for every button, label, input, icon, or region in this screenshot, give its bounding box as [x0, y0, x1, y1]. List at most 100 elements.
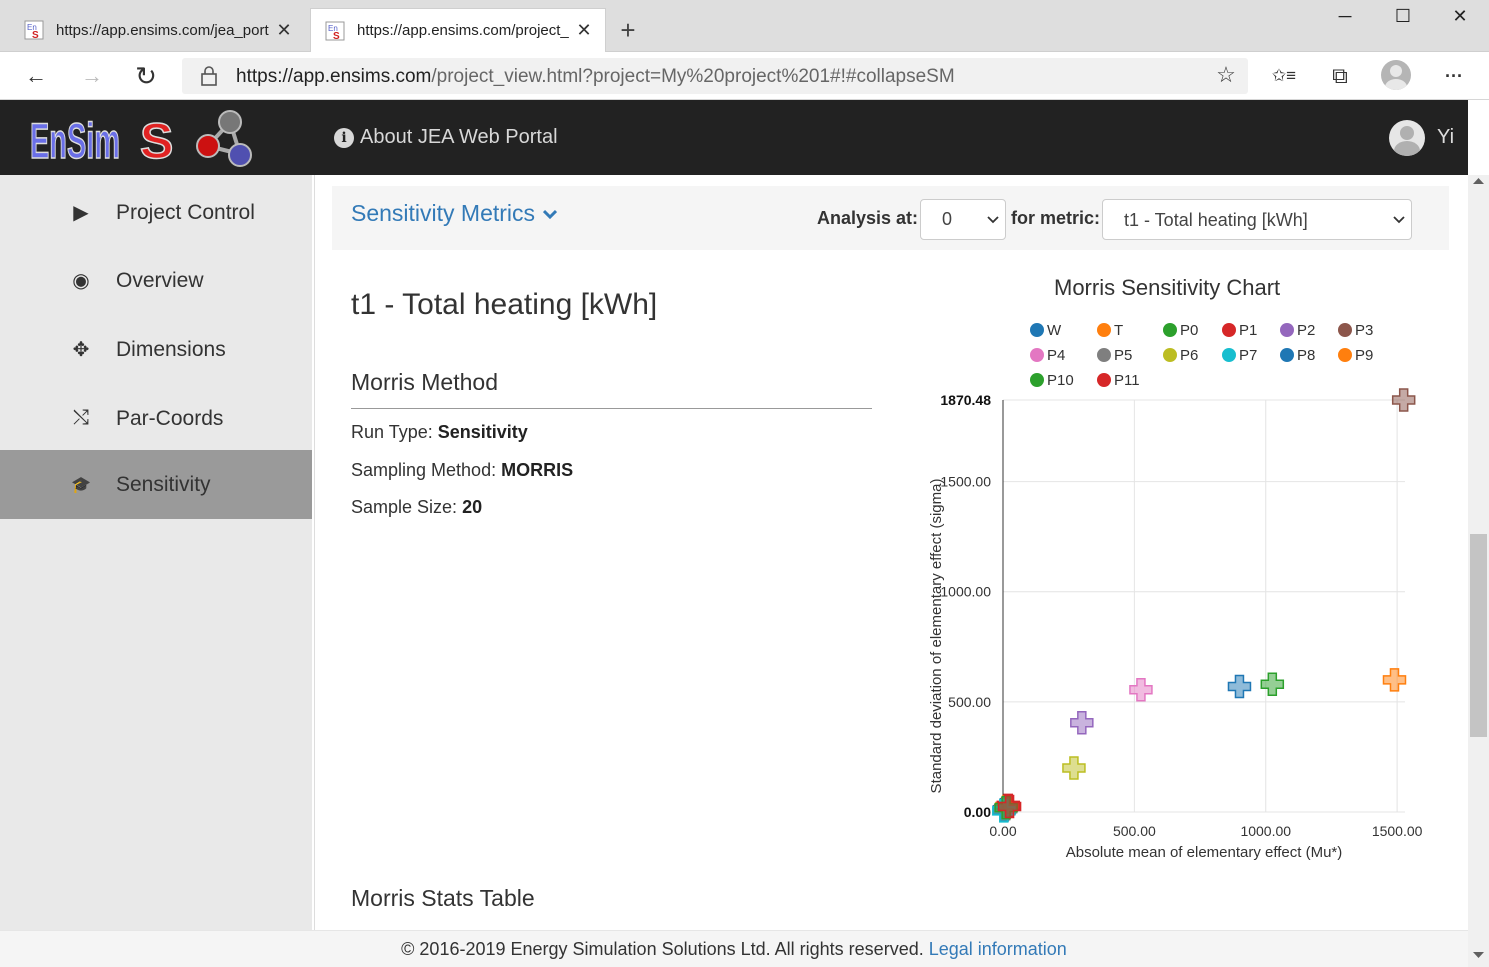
url-text: https://app.ensims.com/project_view.html… — [236, 66, 955, 88]
y-tick-label: 1870.48 — [940, 392, 991, 408]
legend-label: P10 — [1047, 372, 1074, 389]
analysis-at-label: Analysis at: — [817, 208, 919, 228]
address-bar[interactable]: https://app.ensims.com/project_view.html… — [182, 58, 1248, 94]
browser-profile-avatar[interactable] — [1381, 60, 1411, 90]
user-name[interactable]: Yi — [1437, 126, 1455, 148]
sidebar: ▶ Project Control ◉ Overview ✥ Dimension… — [0, 175, 312, 930]
favorite-star-icon[interactable]: ☆ — [1216, 62, 1236, 87]
ensims-logo[interactable]: EnSim S — [28, 106, 258, 172]
new-tab-button[interactable]: + — [620, 15, 636, 45]
svg-text:S: S — [32, 30, 39, 40]
analysis-at-select[interactable]: 0 — [920, 199, 1006, 240]
ensims-favicon-icon: En S — [325, 21, 345, 41]
more-options-icon[interactable]: ··· — [1445, 66, 1463, 86]
minimize-window-button[interactable]: ─ — [1338, 6, 1352, 26]
y-tick-label: 1500.00 — [940, 474, 991, 490]
svg-text:S: S — [140, 113, 173, 169]
data-point — [1260, 672, 1285, 696]
run-type-label: Run Type: — [351, 422, 433, 442]
info-circle-icon: i — [334, 127, 354, 148]
url-host: https://app.ensims.com — [236, 66, 432, 87]
data-point — [1227, 674, 1252, 699]
svg-text:En: En — [27, 23, 37, 32]
metric-select-value: t1 - Total heating [kWh] — [1124, 210, 1308, 230]
scroll-up-arrow-icon[interactable] — [1473, 177, 1484, 185]
sampling-method-value: MORRIS — [501, 460, 574, 480]
legend-label: P1 — [1239, 322, 1257, 339]
legend-swatch — [1030, 323, 1044, 337]
sidebar-item-label: Overview — [116, 268, 204, 292]
scroll-down-arrow-icon[interactable] — [1473, 951, 1484, 959]
close-window-button[interactable]: ✕ — [1452, 6, 1468, 26]
back-arrow-icon[interactable]: ← — [25, 63, 47, 88]
legend-swatch — [1097, 323, 1111, 337]
sidebar-item-label: Project Control — [116, 200, 255, 224]
copyright-text: © 2016-2019 Energy Simulation Solutions … — [401, 939, 924, 959]
ensims-favicon-icon: En S — [24, 20, 44, 40]
morris-stats-table-heading: Morris Stats Table — [351, 885, 535, 911]
sidebar-item-project-control[interactable]: ▶ Project Control — [0, 178, 312, 247]
morris-method-heading: Morris Method — [351, 369, 498, 395]
legend-label: W — [1047, 322, 1062, 339]
about-jea-link[interactable]: i About JEA Web Portal — [334, 126, 558, 149]
y-tick-label: 1000.00 — [940, 584, 991, 600]
browser-tab-project-view[interactable]: En S https://app.ensims.com/project_ ✕ — [310, 8, 606, 52]
data-point — [997, 794, 1022, 819]
forward-arrow-icon[interactable]: → — [81, 63, 103, 88]
eye-icon: ◉ — [72, 270, 90, 292]
page-scrollbar[interactable] — [1468, 175, 1489, 967]
svg-text:En: En — [328, 24, 338, 33]
y-axis-title: Standard deviation of elementary effect … — [928, 479, 945, 794]
metric-select[interactable]: t1 - Total heating [kWh] — [1102, 199, 1412, 240]
data-point — [1382, 668, 1407, 692]
legend-label: P6 — [1180, 347, 1198, 364]
close-tab-icon[interactable]: ✕ — [276, 19, 292, 40]
legend-swatch — [1030, 373, 1044, 387]
data-point — [1391, 388, 1416, 412]
legend-swatch — [1222, 348, 1236, 362]
play-icon: ▶ — [73, 202, 89, 224]
svg-text:S: S — [333, 31, 340, 41]
reload-icon[interactable]: ↻ — [135, 61, 157, 91]
sidebar-item-sensitivity[interactable]: 🎓 Sensitivity — [0, 450, 312, 519]
graduation-cap-icon: 🎓 — [71, 476, 91, 494]
move-icon: ✥ — [72, 339, 90, 361]
legend-swatch — [1097, 373, 1111, 387]
legend-label: P9 — [1355, 347, 1373, 364]
sensitivity-panel-header: Sensitivity Metrics Analysis at: 0 for m… — [332, 186, 1449, 250]
maximize-window-button[interactable]: ☐ — [1394, 6, 1412, 26]
sidebar-item-overview[interactable]: ◉ Overview — [0, 246, 312, 315]
collections-icon[interactable]: ⧉ — [1332, 63, 1348, 88]
browser-tab-jea-portal[interactable]: En S https://app.ensims.com/jea_port ✕ — [10, 8, 305, 52]
legend-swatch — [1097, 348, 1111, 362]
url-path: /project_view.html?project=My%20project%… — [431, 66, 955, 87]
x-axis-title: Absolute mean of elementary effect (Mu*) — [1066, 844, 1343, 861]
legend-swatch — [1280, 323, 1294, 337]
lock-icon — [201, 66, 217, 86]
run-type-value: Sensitivity — [437, 422, 528, 442]
sensitivity-metrics-toggle[interactable]: Sensitivity Metrics — [351, 200, 558, 227]
legend-swatch — [1338, 348, 1352, 362]
data-point — [1062, 756, 1086, 780]
main-content — [314, 175, 1468, 930]
legend-swatch — [1163, 348, 1177, 362]
tab-title: https://app.ensims.com/jea_port — [56, 21, 269, 39]
for-metric-label: for metric: — [1011, 208, 1101, 228]
shuffle-icon: ⤭ — [73, 407, 89, 429]
legend-label: P5 — [1114, 347, 1132, 364]
legal-information-link[interactable]: Legal information — [928, 939, 1067, 959]
legend-swatch — [1280, 348, 1294, 362]
x-tick-label: 0.00 — [989, 823, 1016, 839]
metric-heading: t1 - Total heating [kWh] — [351, 288, 658, 321]
user-avatar[interactable] — [1389, 120, 1425, 156]
scrollbar-thumb[interactable] — [1470, 534, 1487, 737]
sidebar-item-label: Dimensions — [116, 337, 226, 361]
y-tick-label: 500.00 — [948, 694, 991, 710]
favorites-list-icon[interactable]: ✩≡ — [1271, 66, 1297, 85]
close-tab-icon[interactable]: ✕ — [576, 20, 592, 40]
legend-label: P2 — [1297, 322, 1315, 339]
legend-label: P0 — [1180, 322, 1198, 339]
sidebar-item-par-coords[interactable]: ⤭ Par-Coords — [0, 384, 312, 453]
sidebar-item-dimensions[interactable]: ✥ Dimensions — [0, 315, 312, 384]
data-point — [1129, 678, 1153, 702]
